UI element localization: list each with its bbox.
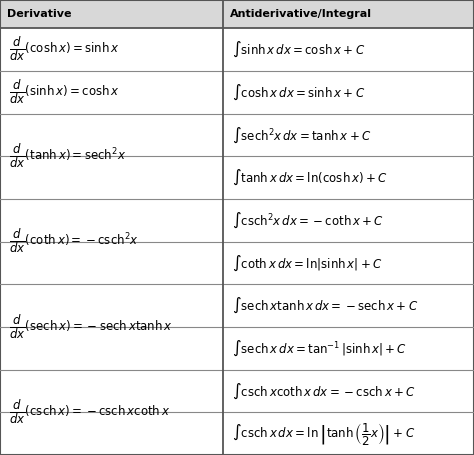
Text: $\int \coth x\, dx = \ln|\sinh x| + C$: $\int \coth x\, dx = \ln|\sinh x| + C$ [232,253,383,273]
Text: $\int \mathrm{csch}\, x\, dx = \ln\left|\tanh\left(\dfrac{1}{2}x\right)\right| +: $\int \mathrm{csch}\, x\, dx = \ln\left|… [232,421,416,447]
Text: $\int \mathrm{sech}^{2} x\, dx = \tanh x + C$: $\int \mathrm{sech}^{2} x\, dx = \tanh x… [232,125,372,145]
Text: $\dfrac{d}{dx}(\mathrm{csch}\, x) = -\mathrm{csch}\, x\coth x$: $\dfrac{d}{dx}(\mathrm{csch}\, x) = -\ma… [9,399,171,426]
Text: $\int \tanh x\, dx = \ln(\cosh x) + C$: $\int \tanh x\, dx = \ln(\cosh x) + C$ [232,168,388,187]
Text: $\int \mathrm{sech}\, x\tanh x\, dx = -\mathrm{sech}\, x + C$: $\int \mathrm{sech}\, x\tanh x\, dx = -\… [232,296,419,315]
Text: $\dfrac{d}{dx}(\cosh x) = \sinh x$: $\dfrac{d}{dx}(\cosh x) = \sinh x$ [9,35,120,63]
Text: $\dfrac{d}{dx}(\coth x) = -\mathrm{csch}^{2} x$: $\dfrac{d}{dx}(\coth x) = -\mathrm{csch}… [9,228,139,255]
Text: Derivative: Derivative [7,9,72,19]
Text: $\int \mathrm{sech}\, x\, dx = \tan^{-1}|\sinh x| + C$: $\int \mathrm{sech}\, x\, dx = \tan^{-1}… [232,339,407,358]
Text: $\dfrac{d}{dx}(\tanh x) = \mathrm{sech}^{2} x$: $\dfrac{d}{dx}(\tanh x) = \mathrm{sech}^… [9,142,127,170]
Bar [0,0,474,28]
Text: $\dfrac{d}{dx}(\mathrm{sech}\, x) = -\mathrm{sech}\, x\tanh x$: $\dfrac{d}{dx}(\mathrm{sech}\, x) = -\ma… [9,313,173,341]
Text: $\int \sinh x\, dx = \cosh x + C$: $\int \sinh x\, dx = \cosh x + C$ [232,40,365,59]
Text: $\int \mathrm{csch}\, x\coth x\, dx = -\mathrm{csch}\, x + C$: $\int \mathrm{csch}\, x\coth x\, dx = -\… [232,381,416,401]
Text: Antiderivative/Integral: Antiderivative/Integral [230,9,372,19]
Text: $\int \cosh x\, dx = \sinh x + C$: $\int \cosh x\, dx = \sinh x + C$ [232,82,365,102]
Text: $\int \mathrm{csch}^{2} x\, dx = -\coth x + C$: $\int \mathrm{csch}^{2} x\, dx = -\coth … [232,211,384,230]
Text: $\dfrac{d}{dx}(\sinh x) = \cosh x$: $\dfrac{d}{dx}(\sinh x) = \cosh x$ [9,78,120,106]
